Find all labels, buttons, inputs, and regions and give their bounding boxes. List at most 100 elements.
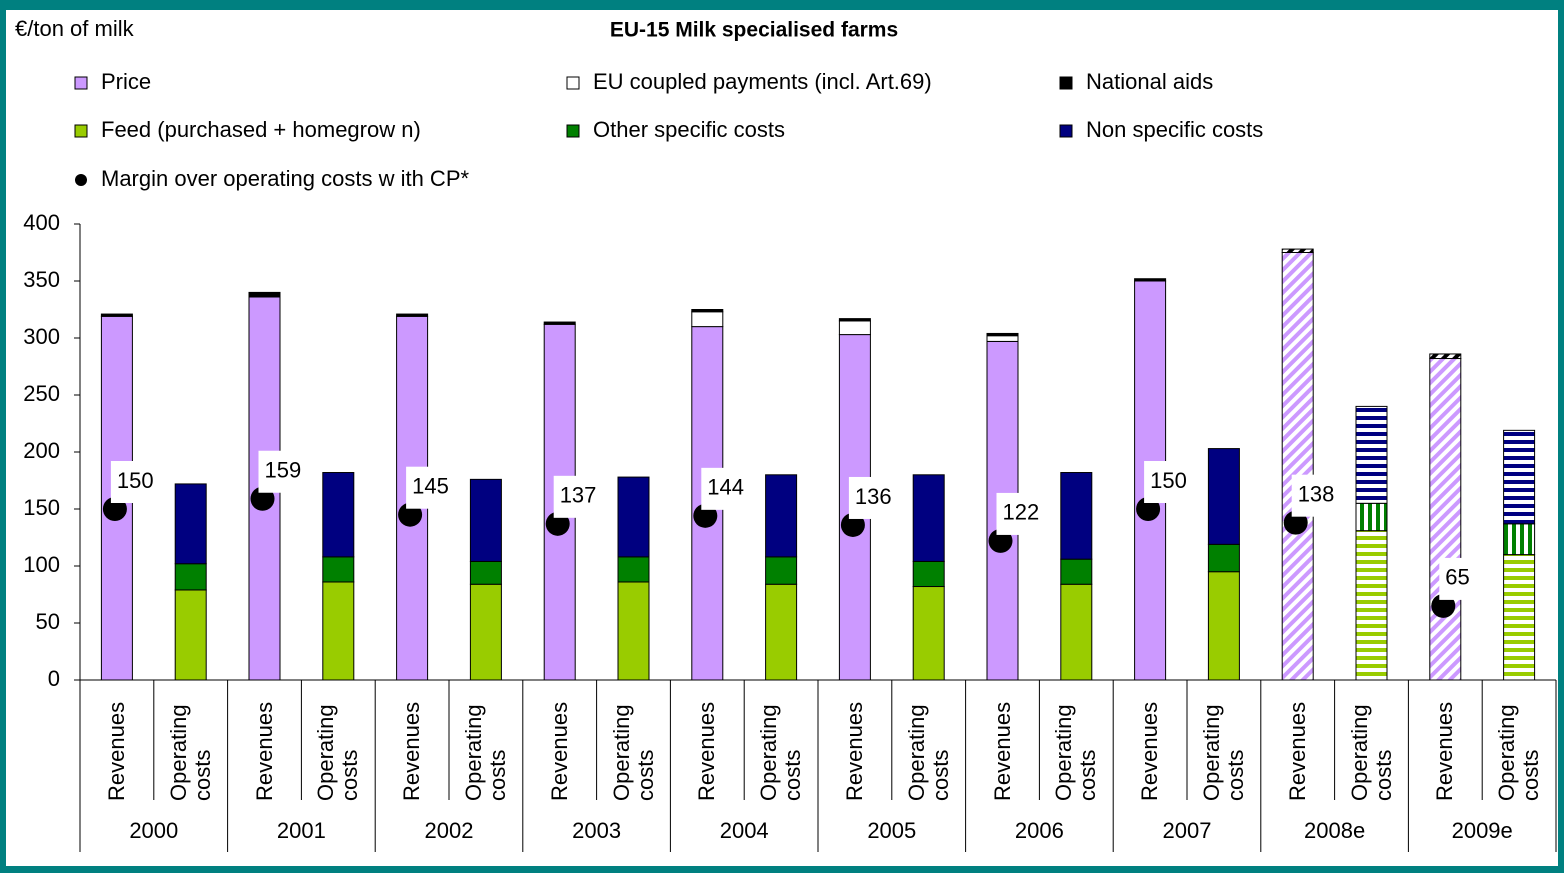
bar-label: Revenues	[1137, 701, 1163, 801]
y-tick-label: 200	[23, 438, 60, 463]
bar-segment	[1060, 583, 1093, 681]
margin-label-box	[1439, 557, 1502, 600]
bar-label: Revenues	[841, 701, 867, 801]
bar-label: Revenues	[989, 701, 1015, 801]
legend-label: Other specific costs	[593, 117, 785, 142]
margin-label-box	[996, 492, 1059, 535]
bar-label: Operating costs	[903, 704, 953, 801]
legend-label: National aids	[1086, 69, 1213, 94]
x-tick-label: 2000	[129, 818, 178, 843]
bar-segment	[912, 560, 945, 588]
bar-segment	[1060, 558, 1093, 585]
bar-segment	[322, 581, 355, 681]
legend-swatch	[75, 174, 87, 186]
bar-segment	[322, 556, 355, 583]
x-tick-label: 2009e	[1452, 818, 1513, 843]
bar-segment	[765, 474, 798, 558]
margin-label: 138	[1298, 481, 1335, 506]
legend-label: Non specific costs	[1086, 117, 1263, 142]
margin-label: 150	[1150, 468, 1187, 493]
y-tick-label: 150	[23, 495, 60, 520]
bar-label: Revenues	[399, 701, 425, 801]
bar-segment	[765, 583, 798, 681]
bar-segment	[396, 313, 429, 317]
bar-segment	[1429, 358, 1462, 681]
bar-label: Operating costs	[756, 704, 806, 801]
bar-segment	[1281, 252, 1314, 681]
bar-segment	[1503, 429, 1536, 525]
bar-segment	[1281, 248, 1314, 254]
bar-segment	[1355, 405, 1388, 504]
x-tick-label: 2006	[1015, 818, 1064, 843]
margin-label-box	[110, 461, 173, 503]
bar-segment	[1134, 278, 1167, 282]
bar-segment	[543, 321, 576, 325]
x-tick-label: 2003	[572, 818, 621, 843]
bar-label: Operating costs	[1051, 704, 1101, 801]
margin-label: 136	[855, 484, 892, 509]
margin-label: 137	[560, 483, 597, 508]
bar-segment	[174, 483, 207, 565]
legend-label: EU coupled payments (incl. Art.69)	[593, 69, 932, 94]
bar-label: Revenues	[546, 701, 572, 801]
y-tick-label: 0	[48, 666, 60, 691]
x-tick-label: 2002	[425, 818, 474, 843]
y-axis-label: €/ton of milk	[15, 16, 135, 41]
x-tick-label: 2005	[867, 818, 916, 843]
bar-label: Operating costs	[313, 704, 363, 801]
margin-label: 159	[265, 458, 302, 483]
bar-segment	[617, 476, 650, 558]
bar-segment	[174, 589, 207, 681]
bar-segment	[1503, 523, 1536, 556]
bar-segment	[1207, 571, 1240, 681]
y-tick-label: 100	[23, 552, 60, 577]
margin-label-box	[406, 466, 469, 509]
bar-segment	[912, 474, 945, 562]
legend-label: Feed (purchased + homegrow n)	[101, 117, 421, 142]
bar-label: Operating costs	[1494, 704, 1544, 801]
margin-label-box	[701, 467, 764, 510]
legend-swatch	[74, 76, 88, 90]
bar-segment	[100, 313, 133, 317]
bar-segment	[469, 478, 502, 562]
y-tick-label: 50	[36, 609, 60, 634]
y-tick-label: 400	[23, 210, 60, 235]
bar-label: Operating costs	[608, 704, 658, 801]
bar-segment	[1060, 472, 1093, 560]
bar-label: Revenues	[251, 701, 277, 801]
bar-label: Operating costs	[1198, 704, 1248, 801]
margin-dot	[693, 503, 718, 528]
bar-segment	[1355, 502, 1388, 532]
margin-label: 145	[412, 474, 449, 499]
margin-label-box	[848, 476, 911, 519]
x-tick-label: 2001	[277, 818, 326, 843]
margin-label: 150	[117, 468, 154, 493]
bar-segment	[1503, 554, 1536, 681]
legend-label: Margin over operating costs w ith CP*	[101, 166, 469, 191]
bar-label: Revenues	[694, 701, 720, 801]
margin-label: 65	[1445, 565, 1469, 590]
bar-label: Revenues	[103, 701, 129, 801]
margin-label-box	[1291, 474, 1354, 517]
bar-segment	[912, 586, 945, 681]
bar-segment	[1207, 543, 1240, 573]
bar-segment	[691, 309, 724, 313]
margin-label: 122	[1003, 500, 1040, 525]
bar-segment	[248, 291, 281, 298]
margin-label: 144	[707, 475, 744, 500]
chart-title: EU-15 Milk specialised farms	[610, 19, 898, 42]
x-tick-label: 2008e	[1304, 818, 1365, 843]
x-tick-label: 2004	[720, 818, 769, 843]
y-tick-label: 350	[23, 267, 60, 292]
y-tick-label: 250	[23, 381, 60, 406]
bar-segment	[838, 320, 871, 336]
bar-segment	[617, 556, 650, 583]
bar-label: Operating costs	[1346, 704, 1396, 801]
bar-segment	[1207, 448, 1240, 545]
bar-segment	[1355, 530, 1388, 681]
bar-segment	[838, 318, 871, 322]
bar-label: Operating costs	[165, 704, 215, 801]
bar-label: Revenues	[1284, 701, 1310, 801]
